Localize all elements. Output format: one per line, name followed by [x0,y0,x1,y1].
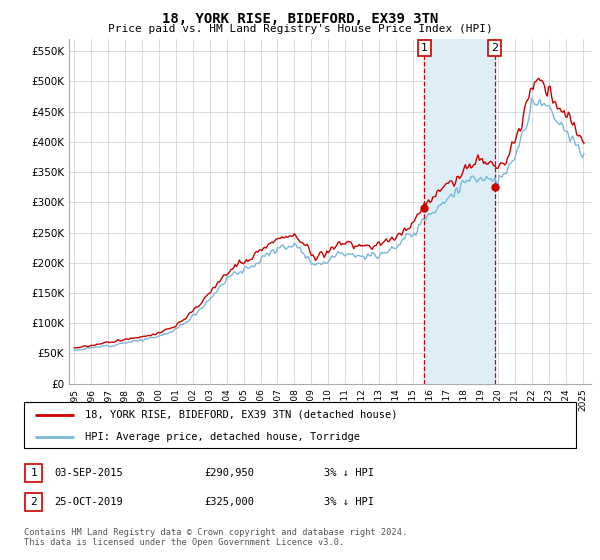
Text: 3% ↓ HPI: 3% ↓ HPI [324,468,374,478]
Text: Contains HM Land Registry data © Crown copyright and database right 2024.
This d: Contains HM Land Registry data © Crown c… [24,528,407,547]
Text: £290,950: £290,950 [204,468,254,478]
Bar [424,39,495,384]
Text: £325,000: £325,000 [204,497,254,507]
Text: 1: 1 [30,468,37,478]
Text: 25-OCT-2019: 25-OCT-2019 [54,497,123,507]
Text: 2: 2 [491,43,498,53]
Text: 1: 1 [421,43,428,53]
Text: Price paid vs. HM Land Registry's House Price Index (HPI): Price paid vs. HM Land Registry's House … [107,24,493,34]
Text: 18, YORK RISE, BIDEFORD, EX39 3TN: 18, YORK RISE, BIDEFORD, EX39 3TN [162,12,438,26]
FancyBboxPatch shape [25,464,42,482]
Text: 3% ↓ HPI: 3% ↓ HPI [324,497,374,507]
Text: 18, YORK RISE, BIDEFORD, EX39 3TN (detached house): 18, YORK RISE, BIDEFORD, EX39 3TN (detac… [85,410,397,420]
Text: 2: 2 [30,497,37,507]
FancyBboxPatch shape [25,493,42,511]
Text: HPI: Average price, detached house, Torridge: HPI: Average price, detached house, Torr… [85,432,360,441]
FancyBboxPatch shape [24,402,576,448]
Text: 03-SEP-2015: 03-SEP-2015 [54,468,123,478]
